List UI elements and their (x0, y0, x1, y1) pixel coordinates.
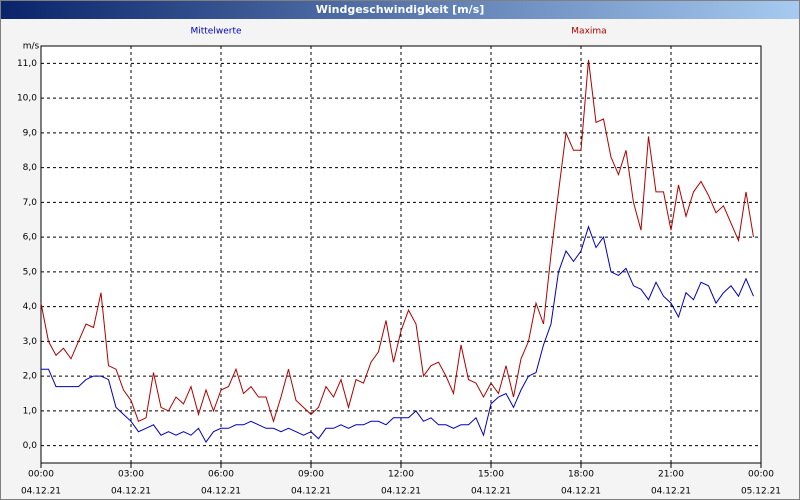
x-tick-label: 12:00 (388, 470, 414, 480)
x-tick-label: 03:00 (118, 470, 144, 480)
x-tick-label: 00:00 (28, 470, 54, 480)
x-tick-label: 06:00 (208, 470, 234, 480)
y-tick-label: 8,0 (23, 163, 38, 173)
x-tick-label: 09:00 (298, 470, 324, 480)
x-tick-date: 04.12.21 (21, 487, 61, 497)
y-tick-label: 6,0 (23, 233, 38, 243)
x-tick-label: 18:00 (568, 470, 594, 480)
y-tick-label: 5,0 (23, 267, 38, 277)
x-tick-date: 04.12.21 (651, 487, 691, 497)
data-line (41, 225, 754, 444)
x-tick-date: 04.12.21 (291, 487, 331, 497)
x-tick-date: 04.12.21 (111, 487, 151, 497)
y-tick-label: 1,0 (23, 406, 38, 416)
y-axis-label: m/s (23, 42, 40, 52)
y-tick-label: 3,0 (23, 337, 38, 347)
x-tick-date: 04.12.21 (561, 487, 601, 497)
y-tick-label: 9,0 (23, 128, 38, 138)
y-tick-label: 11,0 (17, 59, 37, 69)
y-tick-label: 7,0 (23, 198, 38, 208)
x-tick-label: 00:00 (748, 470, 774, 480)
x-tick-date: 04.12.21 (381, 487, 421, 497)
x-tick-label: 21:00 (658, 470, 684, 480)
data-line (40, 59, 754, 423)
title-bar: Windgeschwindigkeit [m/s] (1, 1, 799, 19)
y-tick-label: 0,0 (23, 441, 38, 451)
x-tick-date: 05.12.21 (741, 487, 781, 497)
x-tick-date: 04.12.21 (471, 487, 511, 497)
chart: m/s 0,0 1,0 2,0 3,0 4,0 5,0 6,0 7,0 8,0 9,0 10,0 11… (17, 27, 781, 497)
y-tick-label: 4,0 (23, 302, 38, 312)
legend-entry: Maxima (571, 27, 606, 37)
y-tick-label: 10,0 (17, 94, 37, 104)
x-tick-date: 04.12.21 (201, 487, 241, 497)
plot-area (40, 45, 762, 464)
legend-entry: Mittelwerte (190, 27, 241, 37)
x-tick-label: 15:00 (478, 470, 504, 480)
y-tick-label: 2,0 (23, 372, 38, 382)
